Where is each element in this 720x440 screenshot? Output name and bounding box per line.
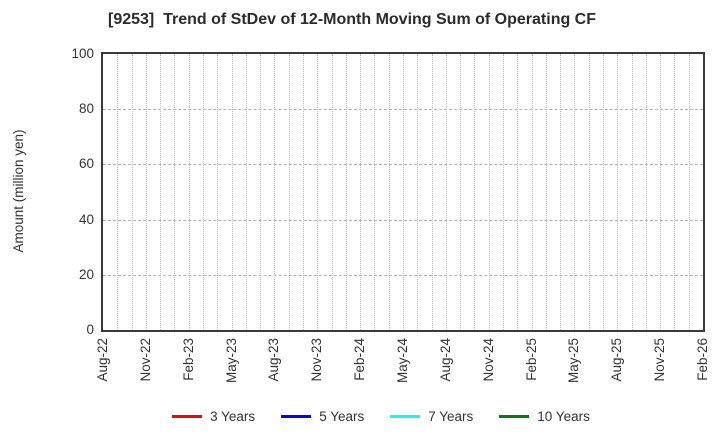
vertical-gridline <box>403 54 404 330</box>
vertical-gridline <box>260 54 262 330</box>
plot-area <box>101 52 705 332</box>
horizontal-gridline <box>103 164 703 166</box>
vertical-gridline <box>303 54 304 330</box>
x-tick-label: May-24 <box>395 338 410 384</box>
legend-line-swatch <box>281 414 312 418</box>
x-tick-label: Aug-24 <box>437 338 453 382</box>
vertical-gridline <box>688 54 690 330</box>
x-tick-label: Feb-26 <box>695 338 710 381</box>
x-tick-label: Nov-25 <box>652 338 668 382</box>
vertical-gridline <box>603 54 604 330</box>
vertical-gridline <box>588 54 590 330</box>
x-tick-label: Feb-24 <box>352 338 368 381</box>
vertical-gridline <box>560 54 562 330</box>
vertical-gridline <box>631 54 633 330</box>
legend-item: 7 Years <box>390 409 473 424</box>
vertical-gridline <box>317 54 319 330</box>
vertical-gridline <box>474 54 476 330</box>
vertical-gridline <box>174 54 176 330</box>
legend: 3 Years 5 Years 7 Years 10 Years <box>0 405 720 427</box>
x-tick-label: May-25 <box>566 338 582 384</box>
y-tick-label: 20 <box>78 266 94 282</box>
vertical-gridline <box>503 54 504 330</box>
y-tick-label: 0 <box>86 322 94 337</box>
vertical-gridline <box>117 54 119 330</box>
vertical-gridline <box>374 54 376 330</box>
x-tick-label: Aug-22 <box>95 338 110 382</box>
vertical-gridline <box>388 54 390 330</box>
vertical-gridline <box>617 54 619 330</box>
x-tick-label: Feb-25 <box>523 338 539 381</box>
x-tick-label: Feb-23 <box>180 338 196 381</box>
x-tick-label: Nov-23 <box>309 338 325 382</box>
vertical-gridline <box>531 54 533 330</box>
vertical-gridline <box>231 54 233 330</box>
vertical-gridline <box>288 54 290 330</box>
y-tick-label: 40 <box>78 211 94 227</box>
x-tick-label: Aug-23 <box>266 338 282 382</box>
legend-line-swatch <box>499 414 530 418</box>
legend-item: 5 Years <box>281 409 364 424</box>
legend-line-swatch <box>172 414 203 418</box>
vertical-gridline <box>188 54 190 330</box>
legend-label: 10 Years <box>537 408 590 424</box>
vertical-gridline <box>645 54 647 330</box>
legend-label: 3 Years <box>210 408 256 424</box>
vertical-gridline <box>160 54 162 330</box>
vertical-gridline <box>574 54 576 330</box>
vertical-gridline <box>460 54 462 330</box>
y-tick-label: 80 <box>78 101 94 117</box>
horizontal-gridline <box>103 274 703 276</box>
vertical-gridline <box>545 54 547 330</box>
vertical-gridline <box>660 54 662 330</box>
vertical-gridline <box>488 54 490 330</box>
vertical-gridline <box>417 54 419 330</box>
vertical-gridline <box>145 54 147 330</box>
x-tick-label: Nov-24 <box>480 338 496 382</box>
legend-line-swatch <box>390 414 421 418</box>
vertical-gridline <box>674 54 676 330</box>
legend-label: 7 Years <box>428 408 474 424</box>
vertical-gridline <box>517 54 519 330</box>
legend-label: 5 Years <box>319 408 365 424</box>
chart-title: [9253] Trend of StDev of 12-Month Moving… <box>107 11 597 28</box>
vertical-gridline <box>360 54 362 330</box>
vertical-gridline <box>331 54 333 330</box>
vertical-gridline <box>245 54 247 330</box>
y-tick-label: 100 <box>71 46 94 61</box>
y-tick-label: 60 <box>78 156 94 172</box>
x-tick-label: May-23 <box>223 338 239 384</box>
vertical-gridline <box>217 54 219 330</box>
vertical-gridline <box>445 54 447 330</box>
x-tick-label: Nov-22 <box>137 338 153 382</box>
legend-item: 3 Years <box>172 409 255 424</box>
horizontal-gridline <box>103 219 703 221</box>
vertical-gridline <box>345 54 347 330</box>
vertical-gridline <box>131 54 133 330</box>
horizontal-gridline <box>103 109 703 111</box>
y-axis-label: Amount (million yen) <box>11 129 26 253</box>
legend-item: 10 Years <box>499 409 590 424</box>
vertical-gridline <box>274 54 276 330</box>
x-tick-label: Aug-25 <box>609 338 625 382</box>
vertical-gridline <box>431 54 433 330</box>
vertical-gridline <box>203 54 204 330</box>
